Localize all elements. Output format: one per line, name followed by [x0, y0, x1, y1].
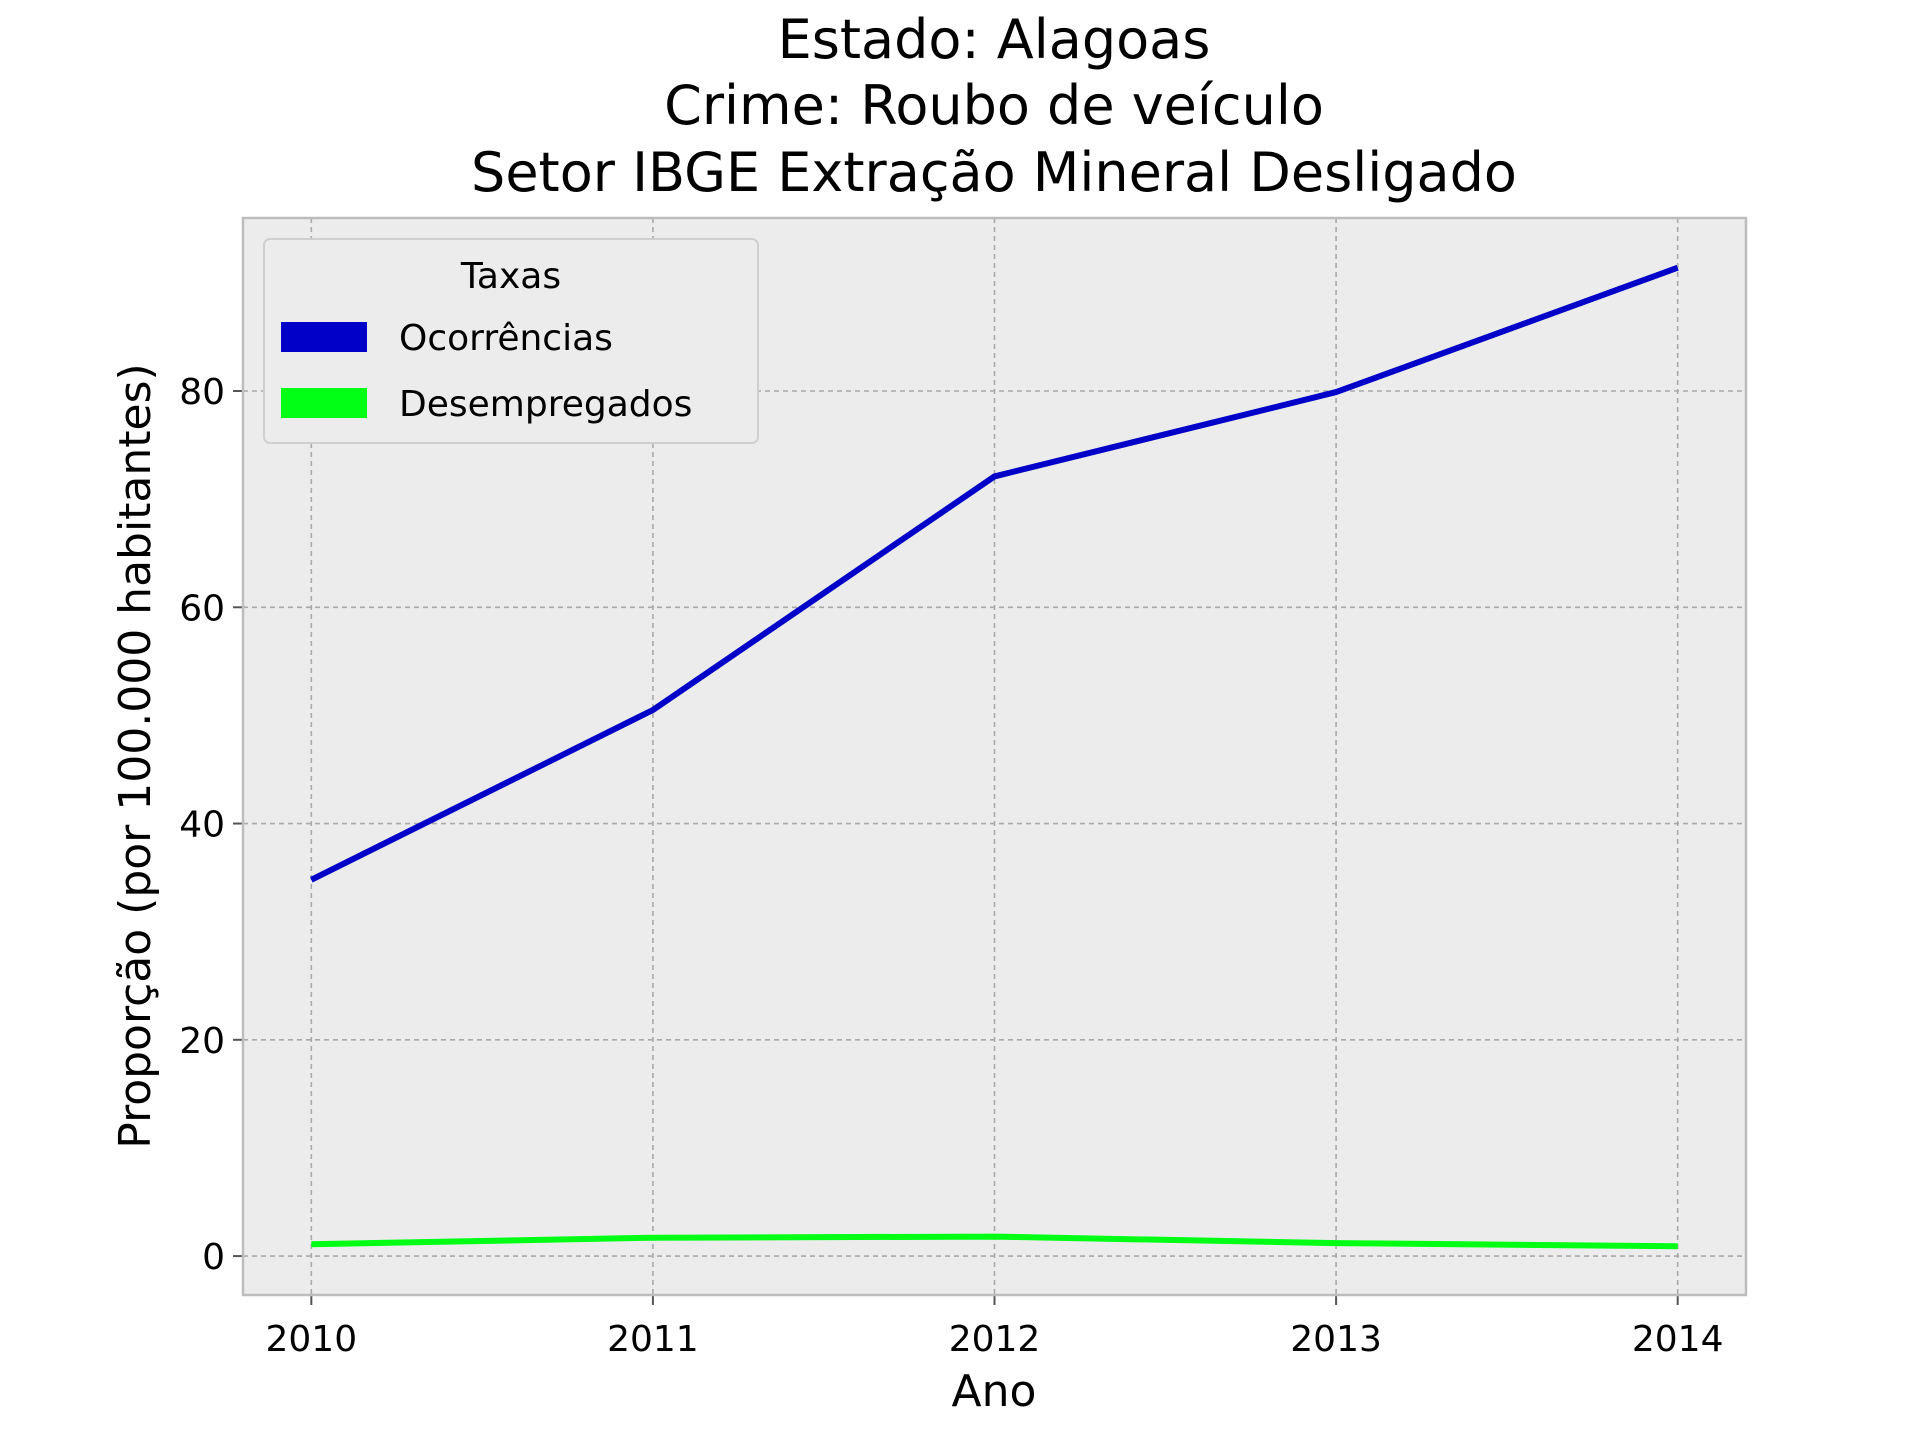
y-tick-label: 20: [179, 1021, 225, 1062]
y-tick-label: 80: [179, 372, 225, 413]
chart-title-line-1: Estado: Alagoas: [778, 8, 1211, 71]
legend-swatch-ocorrencias: [281, 322, 367, 352]
legend-title: Taxas: [460, 256, 561, 297]
y-tick-label: 0: [202, 1237, 225, 1278]
legend-label-ocorrencias: Ocorrências: [399, 318, 613, 359]
x-tick-label: 2011: [607, 1319, 699, 1360]
x-tick-label: 2013: [1290, 1319, 1382, 1360]
axes-frame: [241, 216, 1748, 1297]
legend-swatch-desempregados: [281, 388, 367, 418]
y-axis-label: Proporção (por 100.000 habitantes): [110, 363, 161, 1148]
y-tick-label: 40: [179, 805, 225, 846]
x-tick-label: 2012: [949, 1319, 1041, 1360]
grid: [243, 218, 1746, 1295]
legend-box: [263, 238, 759, 444]
legend: Taxas Ocorrências Desempregados: [263, 238, 759, 444]
chart-title-line-2: Crime: Roubo de veículo: [664, 74, 1324, 137]
x-tick-label: 2014: [1632, 1319, 1724, 1360]
series-line-ocorrencias: [309, 264, 1679, 883]
series-lines: [309, 264, 1679, 1250]
x-tick-label: 2010: [266, 1319, 358, 1360]
y-axis-ticks: 0 20 40 60 80: [179, 372, 243, 1278]
chart-title-line-3: Setor IBGE Extração Mineral Desligado: [471, 141, 1517, 204]
x-axis-label: Ano: [952, 1366, 1037, 1417]
y-tick-label: 60: [179, 588, 225, 629]
x-axis-ticks: 2010 2011 2012 2013 2014: [266, 1295, 1724, 1360]
legend-label-desempregados: Desempregados: [399, 384, 692, 425]
